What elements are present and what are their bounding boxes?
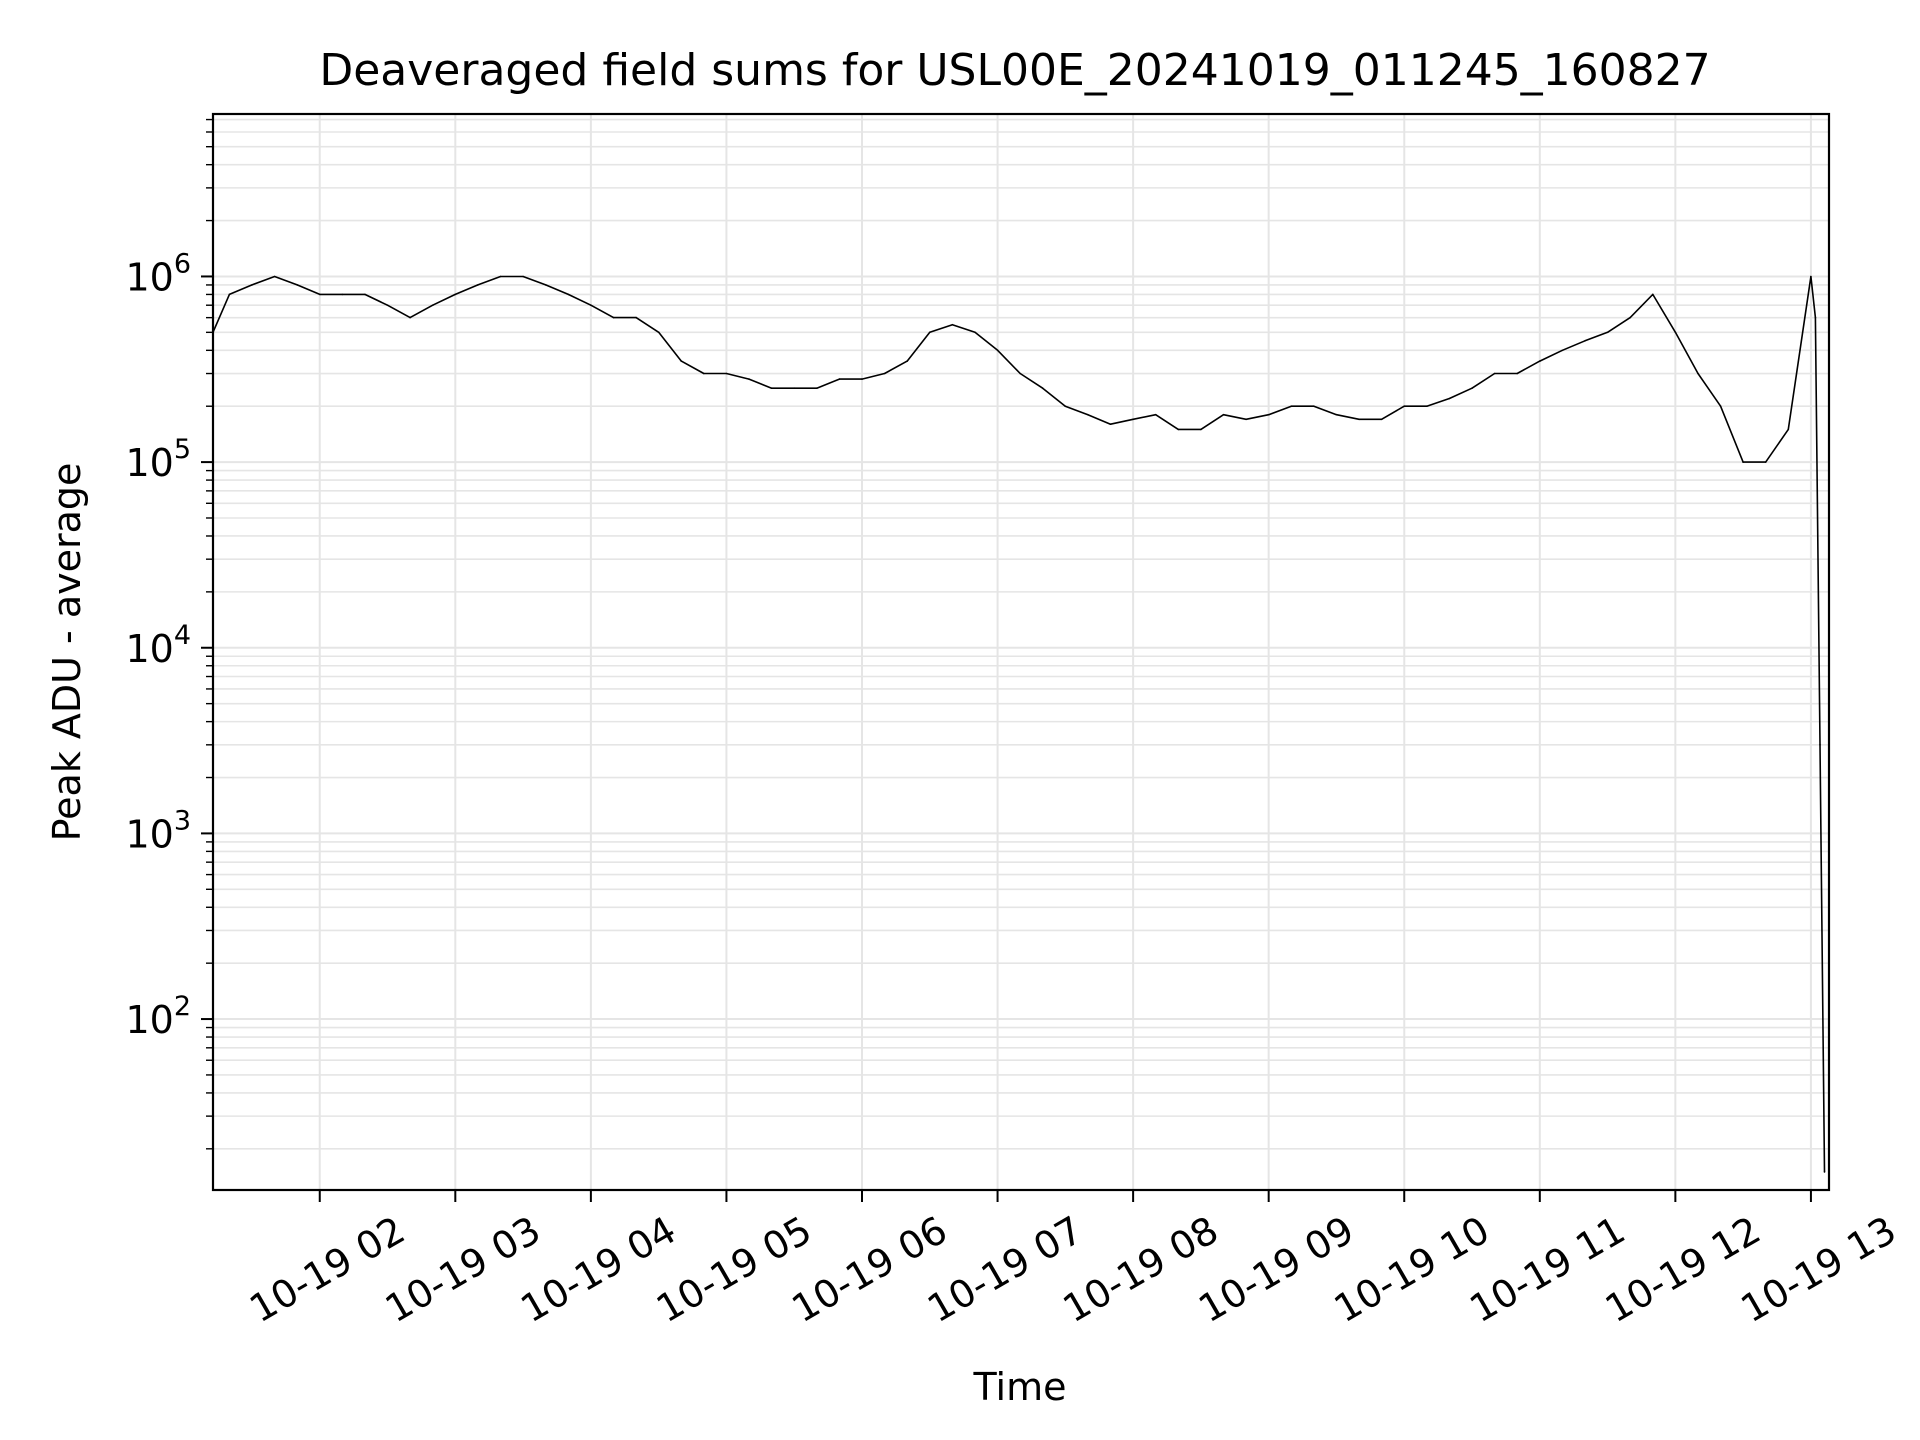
data-point (1814, 316, 1817, 319)
data-point (1426, 405, 1428, 408)
data-point (680, 360, 683, 362)
y-tick-label: 103 (125, 805, 191, 856)
data-point (1652, 293, 1654, 296)
y-tick-label: 102 (125, 991, 191, 1042)
data-point (1742, 461, 1744, 463)
data-point (1064, 405, 1067, 408)
data-point (567, 293, 570, 296)
y-axis-label: Peak ADU - average (45, 463, 89, 842)
data-point (431, 304, 434, 307)
data-point (1109, 423, 1112, 426)
data-point (341, 293, 344, 296)
data-point (861, 378, 863, 380)
data-point (816, 387, 818, 390)
data-point (1267, 413, 1270, 416)
data-point (522, 275, 524, 278)
data-point (1222, 413, 1225, 416)
data-point (1719, 405, 1722, 408)
data-point (1629, 316, 1631, 319)
data-point (725, 372, 728, 375)
data-point (1561, 349, 1564, 352)
data-point (409, 316, 411, 319)
data-point (1697, 372, 1699, 375)
data-point (1787, 428, 1790, 431)
data-point (296, 284, 299, 286)
data-point (635, 316, 637, 319)
data-point (703, 372, 705, 375)
grid (213, 114, 1829, 1190)
data-point (657, 331, 660, 334)
data-point (612, 316, 615, 319)
data-point (974, 331, 976, 334)
data-point (1764, 461, 1767, 463)
data-point (1606, 331, 1609, 334)
data-point (1380, 418, 1383, 421)
data-point (1200, 428, 1202, 431)
data-point (364, 293, 366, 296)
data-point (386, 304, 389, 307)
data-point (1290, 405, 1293, 408)
data-point (1019, 372, 1021, 375)
data-point (1674, 331, 1677, 334)
data-point (1493, 372, 1496, 375)
data-point (996, 349, 999, 352)
y-tick-label: 106 (125, 248, 191, 299)
y-axis: 102 103 104 105 106 (125, 118, 213, 1150)
chart-title: Deaveraged field sums for USL00E_2024101… (319, 45, 1710, 96)
y-tick-label: 104 (125, 620, 191, 671)
data-point (251, 284, 253, 286)
data-point (1313, 405, 1315, 408)
data-point (1539, 360, 1541, 362)
data-point (590, 304, 592, 307)
data-point (793, 387, 795, 390)
series-group (213, 275, 1826, 1173)
data-point (883, 372, 886, 375)
data-point (1448, 397, 1451, 400)
data-point (1177, 428, 1180, 431)
data-point (319, 293, 321, 296)
data-point (544, 284, 547, 286)
data-point (1819, 744, 1821, 746)
data-point (1041, 387, 1044, 390)
data-point (1584, 340, 1586, 342)
data-point (499, 275, 502, 278)
x-axis-label: Time (973, 1365, 1067, 1409)
data-point (1516, 372, 1518, 375)
data-point (273, 275, 276, 278)
data-point (838, 378, 841, 380)
data-point (1154, 413, 1157, 416)
data-point (1403, 405, 1405, 408)
y-tick-label: 105 (125, 434, 191, 485)
data-point (1823, 1171, 1826, 1173)
data-point (477, 284, 479, 286)
data-point (1471, 387, 1473, 390)
data-point (1245, 418, 1247, 421)
data-point (748, 378, 750, 380)
plot-area-frame (211, 112, 1831, 1192)
data-point (770, 387, 773, 390)
data-point (929, 331, 931, 334)
data-point (1358, 418, 1360, 421)
data-point (1132, 418, 1134, 421)
data-point (906, 360, 908, 362)
data-point (228, 293, 231, 296)
data-point (1810, 275, 1812, 278)
data-point (1087, 413, 1089, 416)
data-point (1335, 413, 1338, 416)
data-point (454, 293, 457, 296)
data-point (951, 323, 954, 326)
